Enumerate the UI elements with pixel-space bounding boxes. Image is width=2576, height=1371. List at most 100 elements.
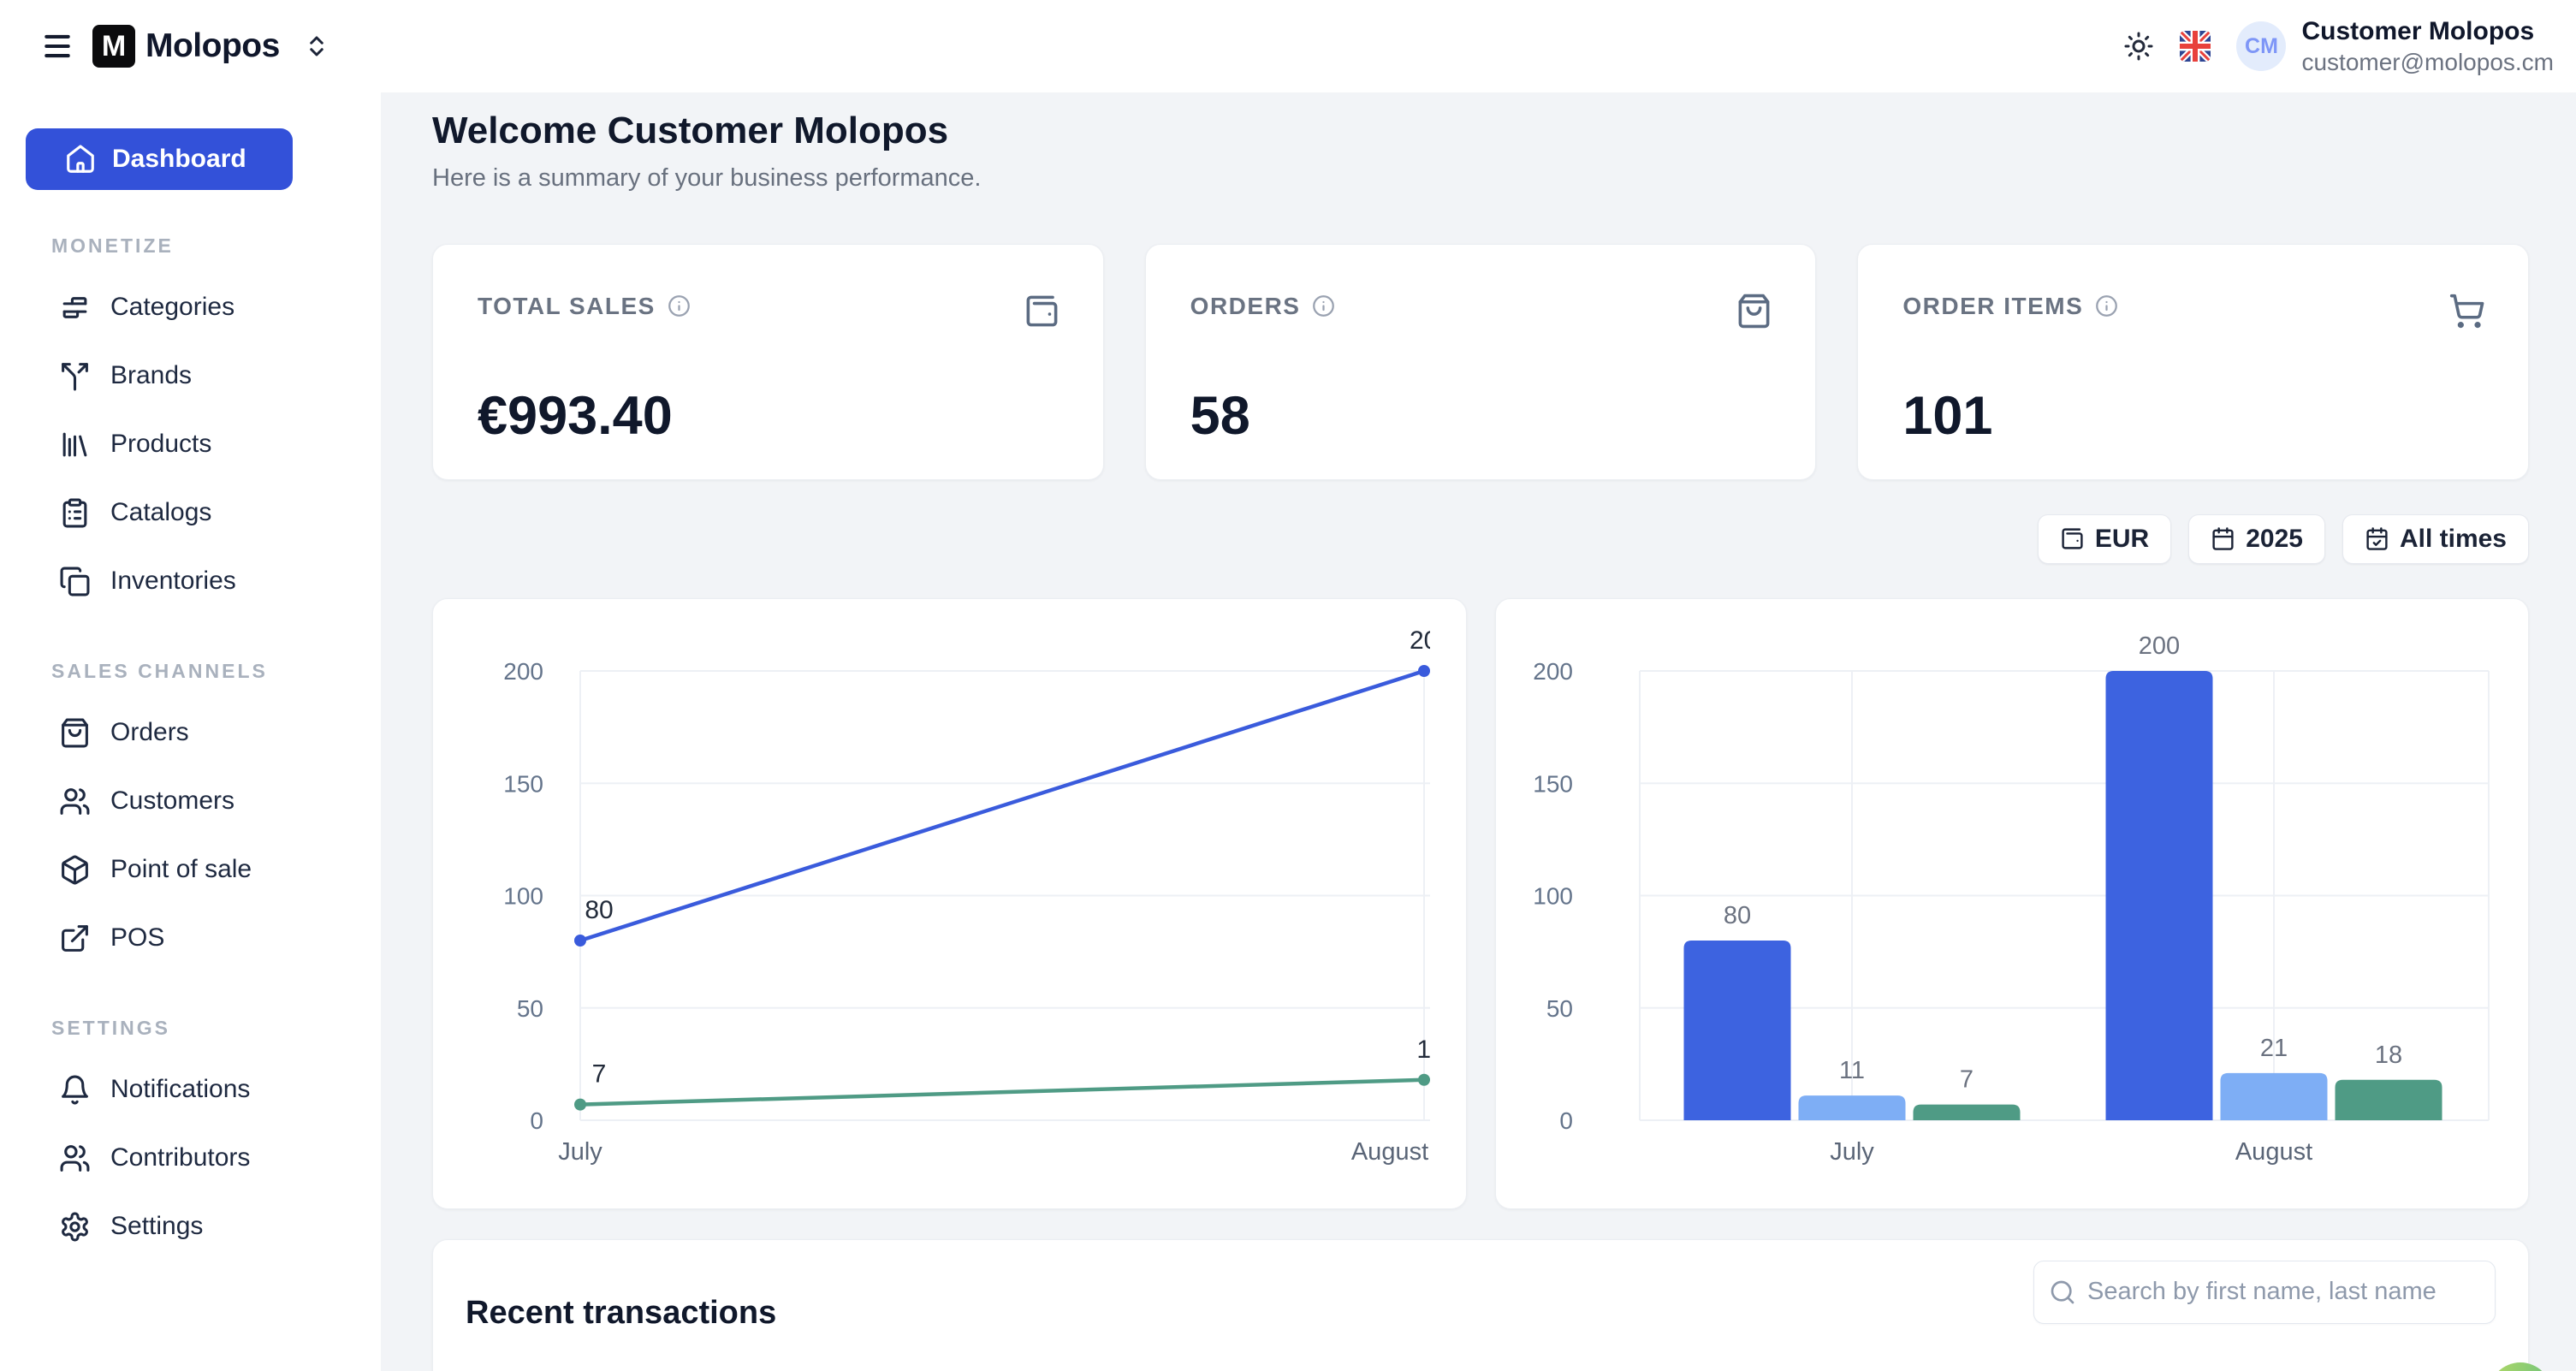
svg-text:200: 200 — [1410, 626, 1430, 655]
sidebar-item-label: Settings — [110, 1212, 204, 1240]
svg-text:50: 50 — [517, 994, 543, 1021]
svg-text:80: 80 — [1723, 902, 1750, 929]
user-menu[interactable]: CM Customer Molopos customer@molopos.cm — [2236, 15, 2554, 78]
stat-label: ORDERS — [1190, 292, 1301, 319]
page-subtitle: Here is a summary of your business perfo… — [432, 163, 982, 192]
search-input[interactable] — [2033, 1260, 2496, 1324]
brand-badge: M — [92, 25, 135, 68]
sidebar-item-catalogs[interactable]: Catalogs — [0, 478, 381, 547]
recent-transactions-title: Recent transactions — [466, 1295, 777, 1332]
stat-card: TOTAL SALES €993.40 — [432, 243, 1104, 480]
svg-text:150: 150 — [1533, 770, 1573, 797]
recent-transactions-card: Recent transactions — [432, 1238, 2529, 1371]
inventories-icon — [59, 566, 91, 597]
info-icon[interactable] — [1312, 294, 1335, 318]
floating-action-button[interactable] — [2489, 1362, 2552, 1371]
sidebar-item-contributors[interactable]: Contributors — [0, 1124, 381, 1192]
svg-text:80: 80 — [585, 896, 613, 924]
calendar-check-icon — [2365, 526, 2389, 551]
bar-chart-card: 0 50 100 150 200 July 80 11 7 August 200 21 18 — [1494, 597, 2530, 1209]
line-chart-card: 0 50 100 150 200 July August 80 200 7 18 — [432, 597, 1467, 1209]
filters-row: EUR 2025 All times — [432, 513, 2529, 564]
svg-text:7: 7 — [592, 1059, 607, 1088]
svg-text:July: July — [558, 1138, 602, 1166]
sidebar-section-label: MONETIZE — [51, 234, 174, 257]
stat-card: ORDER ITEMS 101 — [1857, 243, 2530, 480]
products-icon — [59, 429, 91, 460]
svg-text:0: 0 — [1559, 1107, 1573, 1134]
uk-flag-icon[interactable] — [2180, 31, 2211, 62]
user-name: Customer Molopos — [2301, 16, 2535, 45]
svg-text:21: 21 — [2259, 1034, 2287, 1061]
sidebar-item-label: Contributors — [110, 1143, 251, 1172]
filter-chip-all-times[interactable]: All times — [2342, 513, 2529, 564]
contributors-icon — [59, 1142, 91, 1174]
sidebar-item-label: Catalogs — [110, 498, 212, 526]
line-chart[interactable]: 0 50 100 150 200 July August 80 200 7 18 — [433, 599, 1430, 1209]
sidebar-item-label: Point of sale — [110, 855, 252, 883]
sidebar-item-inventories[interactable]: Inventories — [0, 547, 381, 615]
sidebar-item-label: Categories — [110, 293, 235, 321]
sidebar-item-pos[interactable]: POS — [0, 904, 381, 972]
svg-text:11: 11 — [1838, 1057, 1864, 1084]
orders-icon — [59, 717, 91, 749]
svg-text:200: 200 — [2138, 632, 2179, 660]
shopping-cart-icon — [2448, 293, 2485, 329]
point-of-sale-icon — [59, 854, 91, 886]
filter-chip-eur[interactable]: EUR — [2037, 513, 2172, 564]
svg-text:18: 18 — [1416, 1035, 1430, 1063]
sidebar-item-products[interactable]: Products — [0, 410, 381, 478]
svg-text:August: August — [1351, 1138, 1428, 1166]
chevrons-up-down-icon[interactable] — [304, 33, 329, 59]
sidebar-item-customers[interactable]: Customers — [0, 767, 381, 835]
filter-chip-label: EUR — [2094, 524, 2150, 553]
bar-chart[interactable]: 0 50 100 150 200 July 80 11 7 August 200 21 18 — [1496, 599, 2530, 1209]
top-header: M Molopos CM Customer Molopos customer@m… — [0, 0, 2576, 92]
svg-text:July: July — [1830, 1138, 1874, 1166]
menu-icon[interactable] — [41, 30, 74, 62]
catalogs-icon — [59, 497, 91, 529]
brands-icon — [59, 360, 91, 392]
svg-text:18: 18 — [2374, 1041, 2401, 1068]
brand-logo[interactable]: M Molopos — [92, 25, 280, 68]
svg-text:50: 50 — [1546, 994, 1572, 1021]
sidebar: Dashboard MONETIZE Categories Brands Pro… — [0, 92, 381, 1371]
user-email: customer@molopos.cm — [2301, 49, 2554, 76]
svg-text:150: 150 — [503, 770, 543, 797]
charts-row: 0 50 100 150 200 July August 80 200 7 18 0 50 100 150… — [432, 597, 2530, 1209]
sidebar-item-label: Customers — [110, 786, 235, 815]
filter-chip-2025[interactable]: 2025 — [2188, 513, 2325, 564]
filter-chip-label: All times — [2399, 524, 2507, 553]
calendar-icon — [2211, 526, 2235, 551]
sidebar-item-dashboard[interactable]: Dashboard — [26, 128, 293, 190]
info-icon[interactable] — [668, 294, 691, 318]
sidebar-item-orders[interactable]: Orders — [0, 698, 381, 767]
stat-value: €993.40 — [478, 385, 673, 446]
sidebar-item-point-of-sale[interactable]: Point of sale — [0, 835, 381, 904]
stat-value: 58 — [1190, 385, 1250, 446]
categories-icon — [59, 292, 91, 323]
shopping-bag-icon — [1736, 293, 1772, 329]
sidebar-item-brands[interactable]: Brands — [0, 341, 381, 410]
wallet-icon — [2060, 526, 2085, 551]
sidebar-item-categories[interactable]: Categories — [0, 273, 381, 341]
sidebar-section-label: SETTINGS — [51, 1017, 171, 1039]
search-icon — [2049, 1279, 2076, 1306]
sidebar-item-label: Notifications — [110, 1075, 251, 1103]
page-title: Welcome Customer Molopos — [432, 110, 949, 151]
sidebar-item-label: Inventories — [110, 567, 236, 595]
sun-icon[interactable] — [2123, 31, 2154, 62]
sidebar-item-label: POS — [110, 923, 165, 952]
sidebar-item-notifications[interactable]: Notifications — [0, 1055, 381, 1124]
svg-text:100: 100 — [1533, 882, 1573, 909]
info-icon[interactable] — [2095, 294, 2118, 318]
svg-text:100: 100 — [503, 882, 543, 909]
wallet-icon — [1024, 293, 1060, 329]
customers-icon — [59, 786, 91, 817]
filter-chip-label: 2025 — [2246, 524, 2303, 553]
sidebar-item-settings[interactable]: Settings — [0, 1192, 381, 1261]
stat-label: TOTAL SALES — [478, 292, 656, 319]
pos-external-icon — [59, 923, 91, 954]
sidebar-item-label: Products — [110, 430, 212, 458]
svg-text:August: August — [2235, 1138, 2312, 1166]
